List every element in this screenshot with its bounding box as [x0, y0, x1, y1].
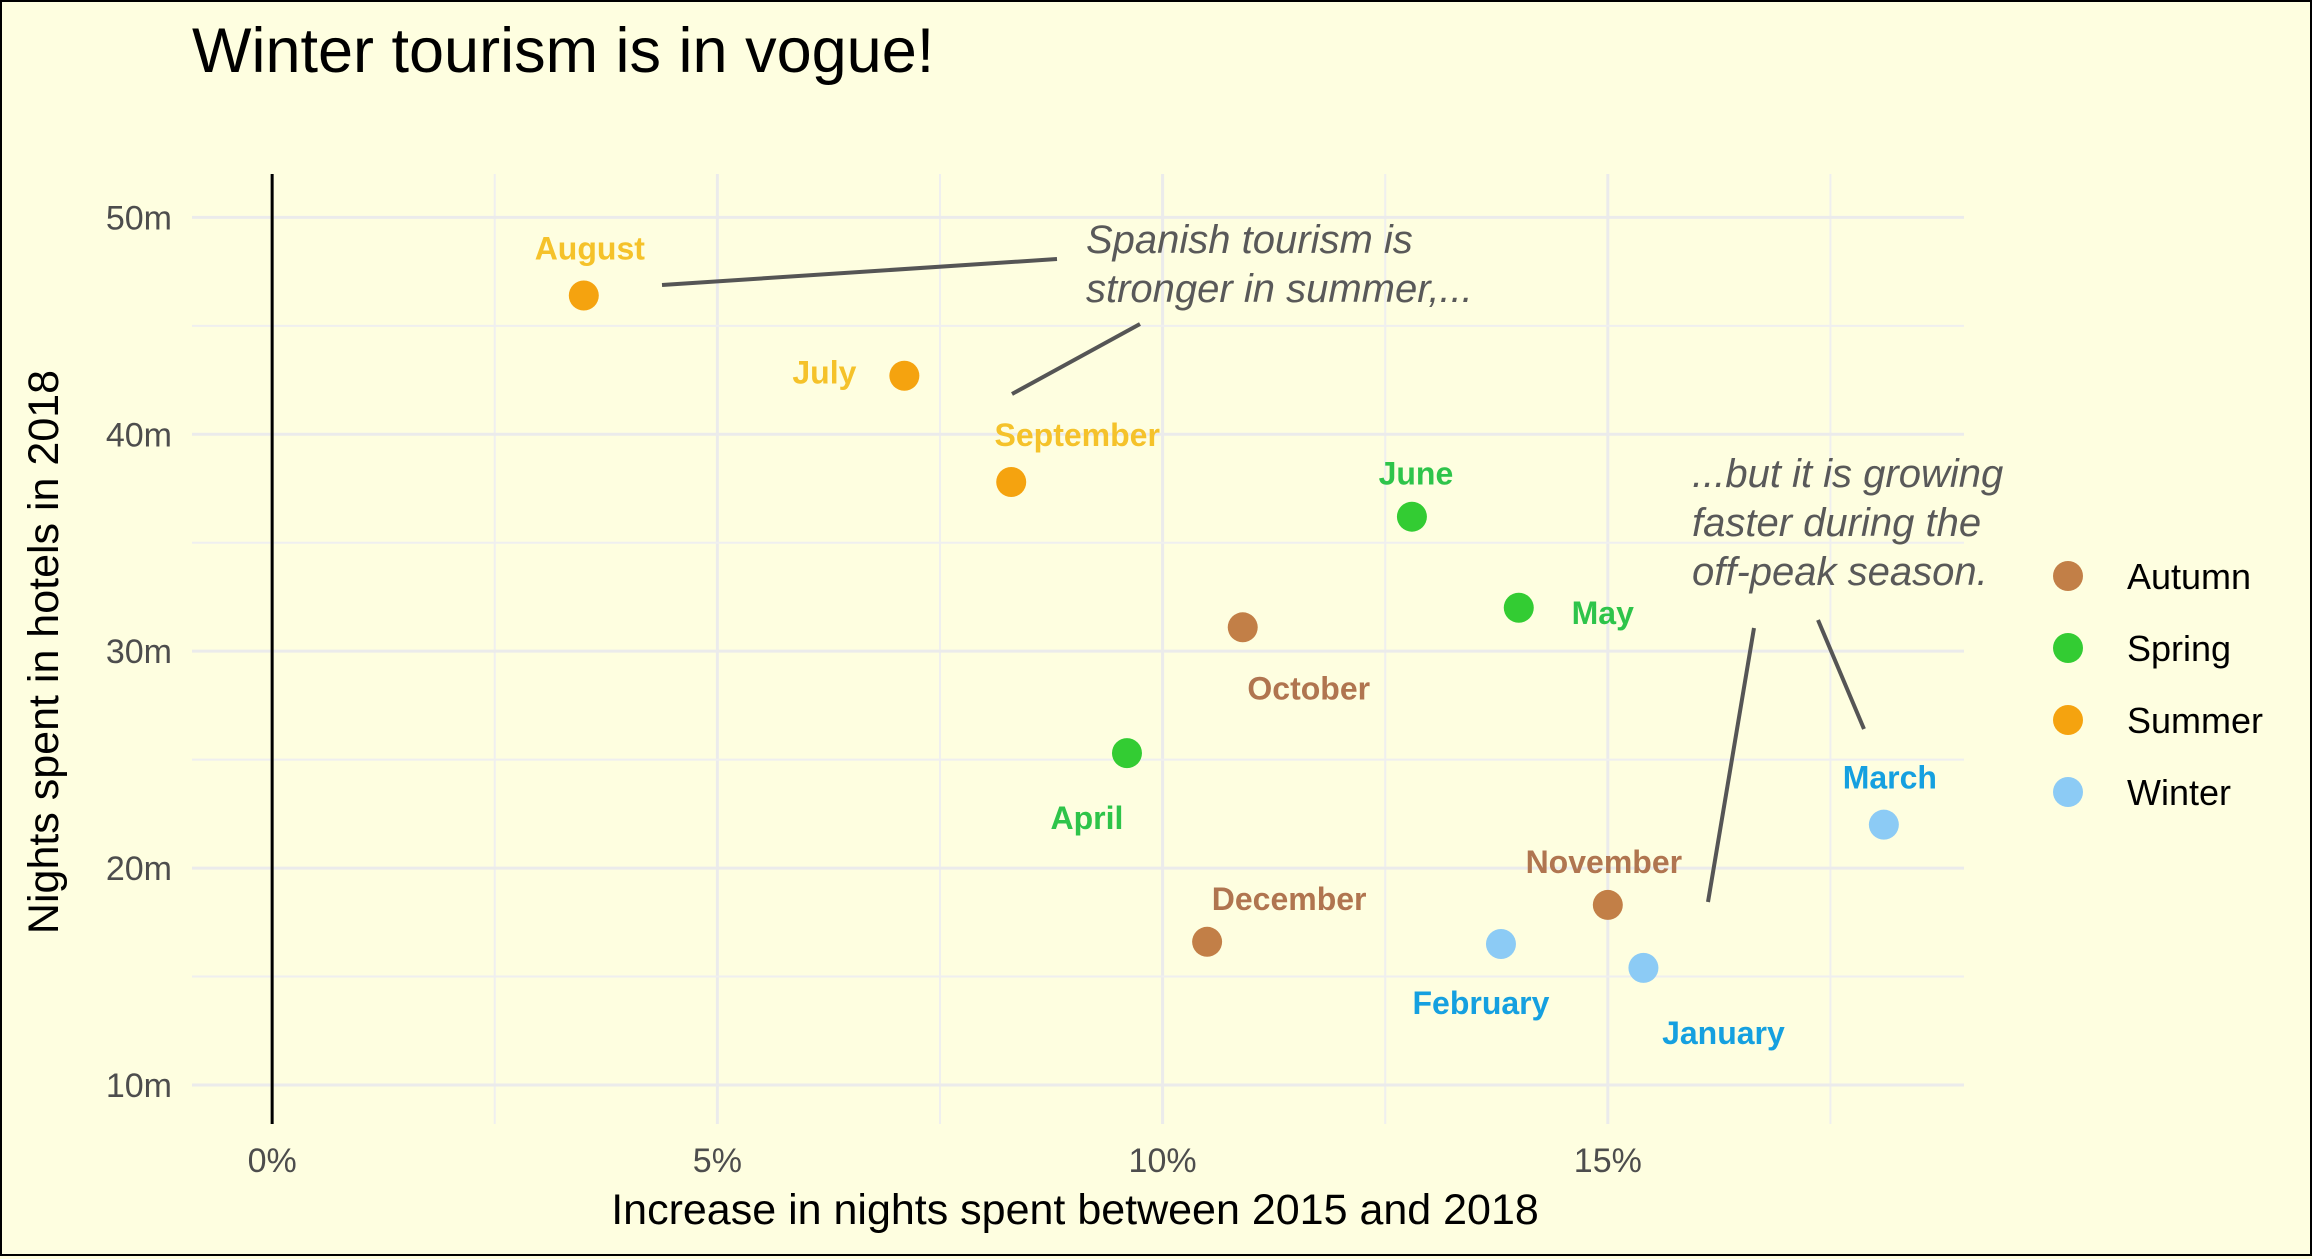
annotation-text: ...but it is growing faster during the off…: [1692, 452, 2003, 594]
y-tick-label: 30m: [106, 633, 172, 671]
y-axis-title: Nights spent in hotels in 2018: [20, 370, 68, 934]
x-axis-ticks: 0% 5% 10% 15%: [248, 1142, 1642, 1180]
y-tick-label: 20m: [106, 850, 172, 888]
grid: [192, 174, 1964, 1124]
point-label-may: May: [1572, 595, 1634, 631]
annotation-connector: [661, 257, 1058, 287]
legend-key-autumn: [2053, 561, 2083, 591]
point-label-march: March: [1843, 760, 1937, 796]
point-label-november: November: [1526, 844, 1683, 880]
point-august: [568, 280, 599, 311]
data-points: [568, 280, 1899, 983]
annotation-line: ...but it is growing: [1692, 452, 2003, 496]
point-december: [1192, 926, 1223, 957]
legend: Autumn Spring Summer Winter: [2053, 556, 2263, 813]
point-label-october: October: [1247, 670, 1370, 706]
legend-label-winter: Winter: [2127, 772, 2231, 813]
point-may: [1503, 592, 1534, 623]
legend-label-autumn: Autumn: [2127, 556, 2251, 597]
annotation-text: Spanish tourism is stronger in summer,...: [1086, 218, 1473, 311]
point-november: [1592, 889, 1623, 920]
point-labels: August July September June May October April Ma…: [535, 230, 1937, 1050]
point-label-september: September: [995, 417, 1160, 453]
annotation-connector: [1706, 627, 1756, 903]
point-label-august: August: [535, 230, 646, 266]
x-axis-title: Increase in nights spent between 2015 an…: [611, 1186, 1539, 1234]
annotations: Spanish tourism is stronger in summer,...…: [661, 218, 2003, 903]
x-tick-label: 10%: [1129, 1142, 1197, 1180]
point-september: [996, 466, 1027, 497]
legend-label-spring: Spring: [2127, 628, 2231, 669]
annotation-connector: [1011, 322, 1141, 396]
point-april: [1111, 738, 1142, 769]
x-tick-label: 15%: [1574, 1142, 1642, 1180]
annotation-line: stronger in summer,...: [1086, 267, 1473, 311]
y-tick-label: 50m: [106, 199, 172, 237]
point-january: [1628, 952, 1659, 983]
point-label-april: April: [1051, 800, 1124, 836]
point-label-july: July: [792, 355, 856, 391]
legend-key-spring: [2053, 633, 2083, 663]
x-tick-label: 5%: [693, 1142, 742, 1180]
x-tick-label: 0%: [248, 1142, 297, 1180]
y-tick-label: 40m: [106, 416, 172, 454]
legend-label-summer: Summer: [2127, 700, 2263, 741]
point-label-january: January: [1662, 1015, 1785, 1051]
point-march: [1868, 809, 1899, 840]
y-tick-label: 10m: [106, 1067, 172, 1105]
chart-title: Winter tourism is in vogue!: [192, 16, 934, 86]
point-october: [1227, 612, 1258, 643]
legend-key-winter: [2053, 777, 2083, 807]
point-label-february: February: [1412, 985, 1549, 1021]
annotation-line: Spanish tourism is: [1086, 218, 1413, 262]
y-axis-ticks: 10m 20m 30m 40m 50m: [106, 199, 172, 1105]
annotation-connector: [1816, 619, 1866, 730]
annotation-line: faster during the: [1692, 501, 1981, 545]
point-label-december: December: [1212, 881, 1367, 917]
point-june: [1396, 501, 1427, 532]
legend-key-summer: [2053, 705, 2083, 735]
point-label-june: June: [1379, 456, 1454, 492]
annotation-line: off-peak season.: [1692, 550, 1988, 594]
point-february: [1485, 928, 1516, 959]
point-july: [889, 360, 920, 391]
